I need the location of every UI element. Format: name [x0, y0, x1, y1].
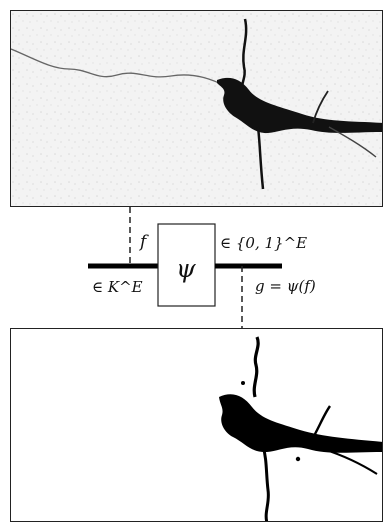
output-image-canvas — [11, 329, 382, 521]
operator-symbol: ψ — [176, 254, 196, 283]
output-main-body — [219, 394, 382, 453]
input-grayscale-image — [10, 10, 383, 207]
right-river-tributary — [312, 90, 329, 124]
right-lower-tributary — [328, 126, 377, 158]
output-upper-branch — [252, 336, 260, 398]
output-speckle — [241, 381, 245, 385]
main-river-body — [217, 77, 382, 134]
lower-river-branch — [256, 126, 265, 190]
output-background — [11, 329, 382, 521]
input-label: f — [138, 232, 149, 252]
input-background — [11, 11, 382, 206]
output-speckle — [295, 456, 301, 462]
input-image-canvas — [11, 11, 382, 206]
output-speckle — [270, 424, 276, 430]
output-lower-right-tributary — [322, 448, 378, 475]
output-lower-branch — [261, 445, 270, 521]
output-domain-label: ∈ {0, 1}^E — [220, 234, 307, 252]
output-speckle — [231, 398, 237, 404]
left-river-channel — [11, 48, 228, 88]
output-label: g = ψ(f) — [255, 277, 316, 295]
output-binary-image — [10, 328, 383, 522]
output-right-tributary — [308, 405, 331, 444]
operator-box — [157, 223, 216, 307]
input-domain-label: ∈ K^E — [92, 278, 143, 296]
